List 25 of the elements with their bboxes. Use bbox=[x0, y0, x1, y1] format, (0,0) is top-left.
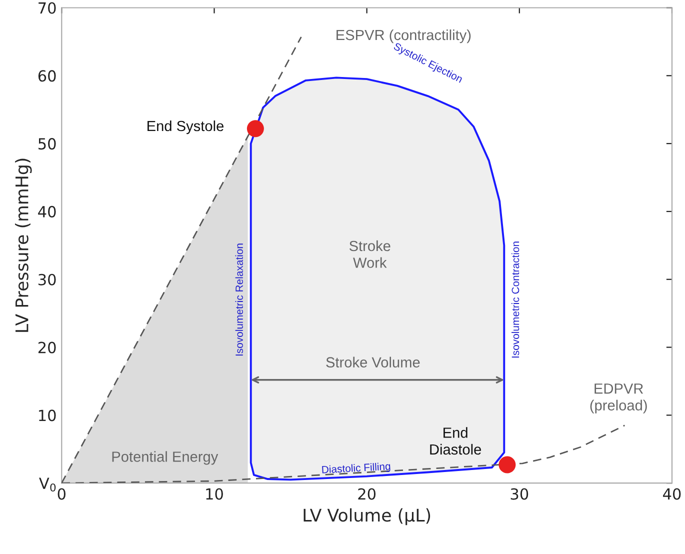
y-tick-label: V$_{0}$ bbox=[39, 478, 56, 492]
annotation: ESPVR (contractility) bbox=[336, 29, 471, 44]
annotation: End Diastole bbox=[430, 427, 482, 455]
x-tick-label: 20 bbox=[358, 488, 376, 500]
annotation: Isovolumetric Relaxation bbox=[235, 244, 243, 356]
y-tick-label: 70 bbox=[38, 2, 56, 14]
annotation: Potential Energy bbox=[112, 451, 218, 465]
annotation: Stroke Volume bbox=[326, 356, 420, 368]
y-tick-label: 20 bbox=[38, 342, 56, 354]
y-tick-label: 10 bbox=[39, 410, 56, 422]
x-tick-label: 40 bbox=[663, 488, 681, 500]
annotation: Isovolumetric Contraction bbox=[511, 242, 520, 358]
y-tick-label: 40 bbox=[38, 206, 56, 218]
y-tick-label: 30 bbox=[38, 274, 56, 286]
x-axis-title: LV Volume (μL) bbox=[304, 508, 430, 526]
x-tick-label: 10 bbox=[206, 488, 223, 500]
y-tick-label: 60 bbox=[38, 70, 56, 82]
annotation: EDPVR (preload) bbox=[590, 384, 647, 414]
y-tick-label: 50 bbox=[38, 138, 56, 150]
x-tick-label: 0 bbox=[58, 488, 66, 500]
annotation: End Systole bbox=[148, 120, 224, 134]
annotation: Diastolic Filling bbox=[322, 462, 390, 476]
y-axis-title: LV Pressure (mmHg) bbox=[15, 158, 32, 332]
x-tick-label: 30 bbox=[510, 488, 528, 500]
annotation: Stroke Work bbox=[349, 240, 390, 268]
